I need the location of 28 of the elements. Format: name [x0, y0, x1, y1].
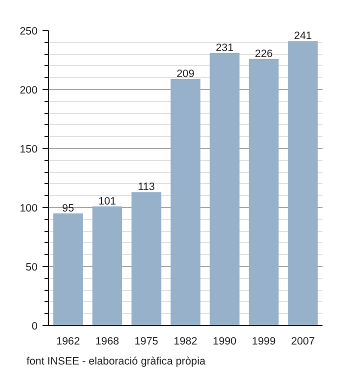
y-tick-label: 100	[20, 202, 38, 214]
data-label: 226	[254, 48, 273, 60]
data-label: 95	[62, 202, 74, 214]
bar	[131, 192, 162, 326]
y-tick-label: 50	[26, 262, 38, 274]
x-tick-label: 1975	[134, 336, 158, 348]
y-tick-label: 0	[32, 320, 38, 332]
data-label: 101	[98, 195, 116, 208]
y-tick-label: 250	[20, 26, 38, 38]
text: font INSEE - elaboració gràfica pròpia	[26, 356, 206, 368]
data-label: 209	[176, 68, 194, 80]
data-label: 113	[138, 181, 155, 194]
data-label: 241	[294, 30, 312, 42]
y-tick-label: 150	[20, 144, 38, 156]
bar	[288, 41, 318, 326]
x-tick-label: 1968	[95, 336, 120, 348]
bar	[248, 58, 279, 326]
x-tick-label: 1999	[252, 336, 276, 348]
bar	[92, 206, 122, 326]
bar	[53, 213, 83, 326]
bar	[210, 52, 240, 326]
x-tick-label: 1990	[212, 336, 237, 348]
bar	[170, 78, 200, 326]
x-tick-label: 1962	[56, 336, 80, 348]
data-label: 231	[216, 42, 234, 54]
y-tick-label: 200	[20, 84, 38, 96]
x-tick-label: 1982	[174, 336, 198, 348]
x-tick-label: 2007	[291, 336, 315, 348]
